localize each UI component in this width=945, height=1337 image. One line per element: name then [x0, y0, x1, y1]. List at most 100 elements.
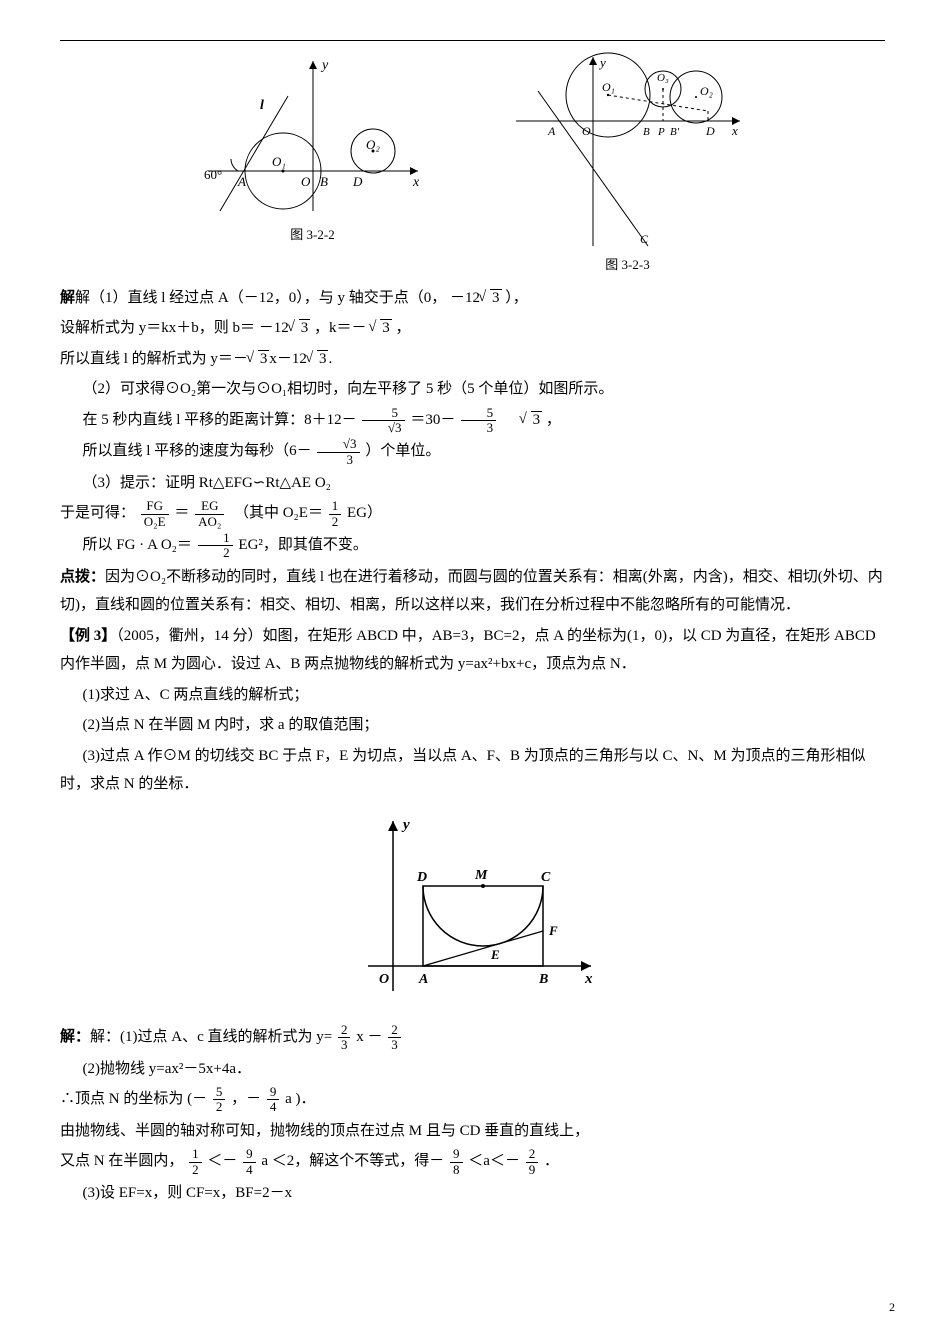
neg12b: －12 [259, 320, 289, 336]
f23n2: 2 [388, 1023, 401, 1038]
s3f: 3 [531, 411, 543, 428]
figure-3-2-2-svg: y x l 60° A O₁ O B D O₂ [198, 51, 428, 221]
caption-3-2-2: 图 3-2-2 [198, 223, 428, 248]
sol9b: EG²，即其值不变。 [238, 537, 368, 553]
sol2c: ， [396, 320, 411, 336]
l-x: x [731, 123, 738, 138]
line-sol5: 在 5 秒内直线 l 平移的距离计算：8＋12－ 5√3 ＝30－ 533 ， [60, 406, 885, 436]
label-60: 60° [204, 167, 222, 182]
f12n1: 1 [329, 499, 342, 514]
sol9a: 所以 FG · A O₂＝ [83, 537, 192, 553]
m-E: E [490, 947, 500, 962]
m-B: B [538, 972, 548, 987]
label-O2: O₂ [366, 137, 380, 152]
sol5c: ， [546, 412, 561, 428]
solb5d: ＜a＜－ [468, 1153, 520, 1169]
m-M: M [474, 868, 488, 883]
ex3-q1: (1)求过 A、C 两点直线的解析式； [60, 681, 885, 710]
m-O: O [379, 972, 389, 987]
f23d1: 3 [338, 1038, 351, 1052]
f29n: 2 [526, 1147, 539, 1162]
line-sol1: 解解（1）直线 l 经过点 A（－12，0），与 y 轴交于点（0， －123 … [60, 284, 885, 313]
ex3-body: （2005，衢州，14 分）如图，在矩形 ABCD 中，AB=3，BC=2，点 … [60, 628, 876, 673]
l-O3: O₃ [657, 72, 669, 84]
sol6a: 所以直线 l 平移的速度为每秒（6－ [83, 444, 312, 460]
page-number: 2 [889, 1296, 895, 1319]
f98d: 8 [450, 1163, 463, 1177]
f94d: 4 [267, 1100, 280, 1114]
label-A: A [237, 174, 246, 189]
f53n: 5 [461, 406, 496, 421]
s3c: 3 [380, 319, 392, 336]
label-l: l [260, 98, 264, 113]
ex3-head: 【例 3】 [60, 628, 116, 644]
f12n2: 1 [198, 531, 233, 546]
line-sol4: （2）可求得⊙O₂第一次与⊙O₁相切时，向左平移了 5 秒（5 个单位）如图所示… [60, 375, 885, 404]
sol8a: 于是可得： [60, 506, 135, 522]
solb4: 由抛物线、半圆的轴对称可知，抛物线的顶点在过点 M 且与 CD 垂直的直线上， [60, 1117, 885, 1146]
ex3-q3: (3)过点 A 作⊙M 的切线交 BC 于点 F，E 为切点，当以点 A、F、B… [60, 742, 885, 799]
caption-3-2-3: 图 3-2-3 [508, 253, 748, 278]
f5n: 5 [362, 406, 404, 421]
f98n: 9 [450, 1147, 463, 1162]
l-P: P [657, 126, 665, 138]
solb5e: ． [544, 1153, 559, 1169]
label-y: y [320, 58, 329, 73]
l-B: B [643, 126, 650, 138]
label-B: B [320, 174, 328, 189]
solb1a: 解：(1)过点 A、c 直线的解析式为 y= [90, 1029, 332, 1045]
neg12: －12 [450, 290, 480, 306]
top-rule [60, 40, 885, 41]
solb5c: a ＜2，解这个不等式，得－ [261, 1153, 444, 1169]
figure-3-2-2: y x l 60° A O₁ O B D O₂ 图 3-2-2 [198, 51, 428, 278]
s3e: 3 [317, 350, 329, 367]
l-O1: O₁ [602, 80, 615, 94]
f29d: 9 [526, 1163, 539, 1177]
sol2a: 设解析式为 y＝kx＋b，则 b＝ [60, 320, 255, 336]
m-C: C [541, 870, 551, 885]
sol1-head: 解（1）直线 l 经过点 A（－12，0），与 y 轴交于点（0， [75, 290, 446, 306]
solb5a: 又点 N 在半圆内， [60, 1153, 183, 1169]
f94n: 9 [267, 1085, 280, 1100]
hint-head: 点拨： [60, 569, 105, 585]
f12d2: 2 [198, 546, 233, 560]
f12n3: 1 [189, 1147, 202, 1162]
f94n2: 9 [243, 1147, 256, 1162]
figure-3-2-3-svg: y x A O O₁ O₃ O₂ B P B' D C [508, 51, 748, 251]
sol3a: 所以直线 l 的解析式为 y＝－ [60, 351, 248, 367]
s3d: 3 [258, 350, 270, 367]
label-O: O [301, 174, 311, 189]
hint-body: 因为⊙O₂不断移动的同时，直线 l 也在进行着移动，而圆与圆的位置关系有：相离(… [60, 569, 883, 614]
sol5a: 在 5 秒内直线 l 平移的距离计算：8＋12－ [83, 412, 357, 428]
l-O: O [582, 124, 591, 138]
l-Bp: B' [670, 126, 680, 138]
solb1b: x － [356, 1029, 382, 1045]
sol8t2: EG） [347, 506, 382, 522]
f53d: 3 [461, 421, 496, 435]
s3a: 3 [490, 289, 502, 306]
eq2d: AO₂ [195, 515, 224, 529]
solb5: 又点 N 在半圆内， 12 ＜－ 94 a ＜2，解这个不等式，得－ 98 ＜a… [60, 1147, 885, 1177]
s3b: 3 [299, 319, 311, 336]
eq1n: FG [141, 499, 169, 514]
m-x: x [584, 971, 593, 987]
sol3b: x－12 [269, 351, 307, 367]
solb3b: ，－ [231, 1091, 261, 1107]
m-F: F [548, 923, 558, 938]
solb2: (2)抛物线 y=ax²－5x+4a． [60, 1055, 885, 1084]
l-C: C [640, 232, 649, 246]
label-O1: O₁ [272, 154, 286, 169]
l-O2: O₂ [700, 84, 713, 98]
label-D: D [352, 174, 363, 189]
m-A: A [418, 972, 428, 987]
solb3: ∴顶点 N 的坐标为 (－ 52 ，－ 94 a )． [60, 1085, 885, 1115]
sol1-tail: ）， [505, 290, 528, 306]
f52d: 2 [213, 1100, 226, 1114]
eq2n: EG [195, 499, 224, 514]
solb3a: ∴顶点 N 的坐标为 (－ [60, 1091, 207, 1107]
m-y: y [401, 817, 410, 833]
fs3n: √3 [317, 437, 359, 452]
line-sol6: 所以直线 l 平移的速度为每秒（6－ √33 ）个单位。 [60, 437, 885, 467]
figure-3-2-3: y x A O O₁ O₃ O₂ B P B' D C 图 3-2-3 [508, 51, 748, 278]
sol6b: ）个单位。 [365, 444, 440, 460]
